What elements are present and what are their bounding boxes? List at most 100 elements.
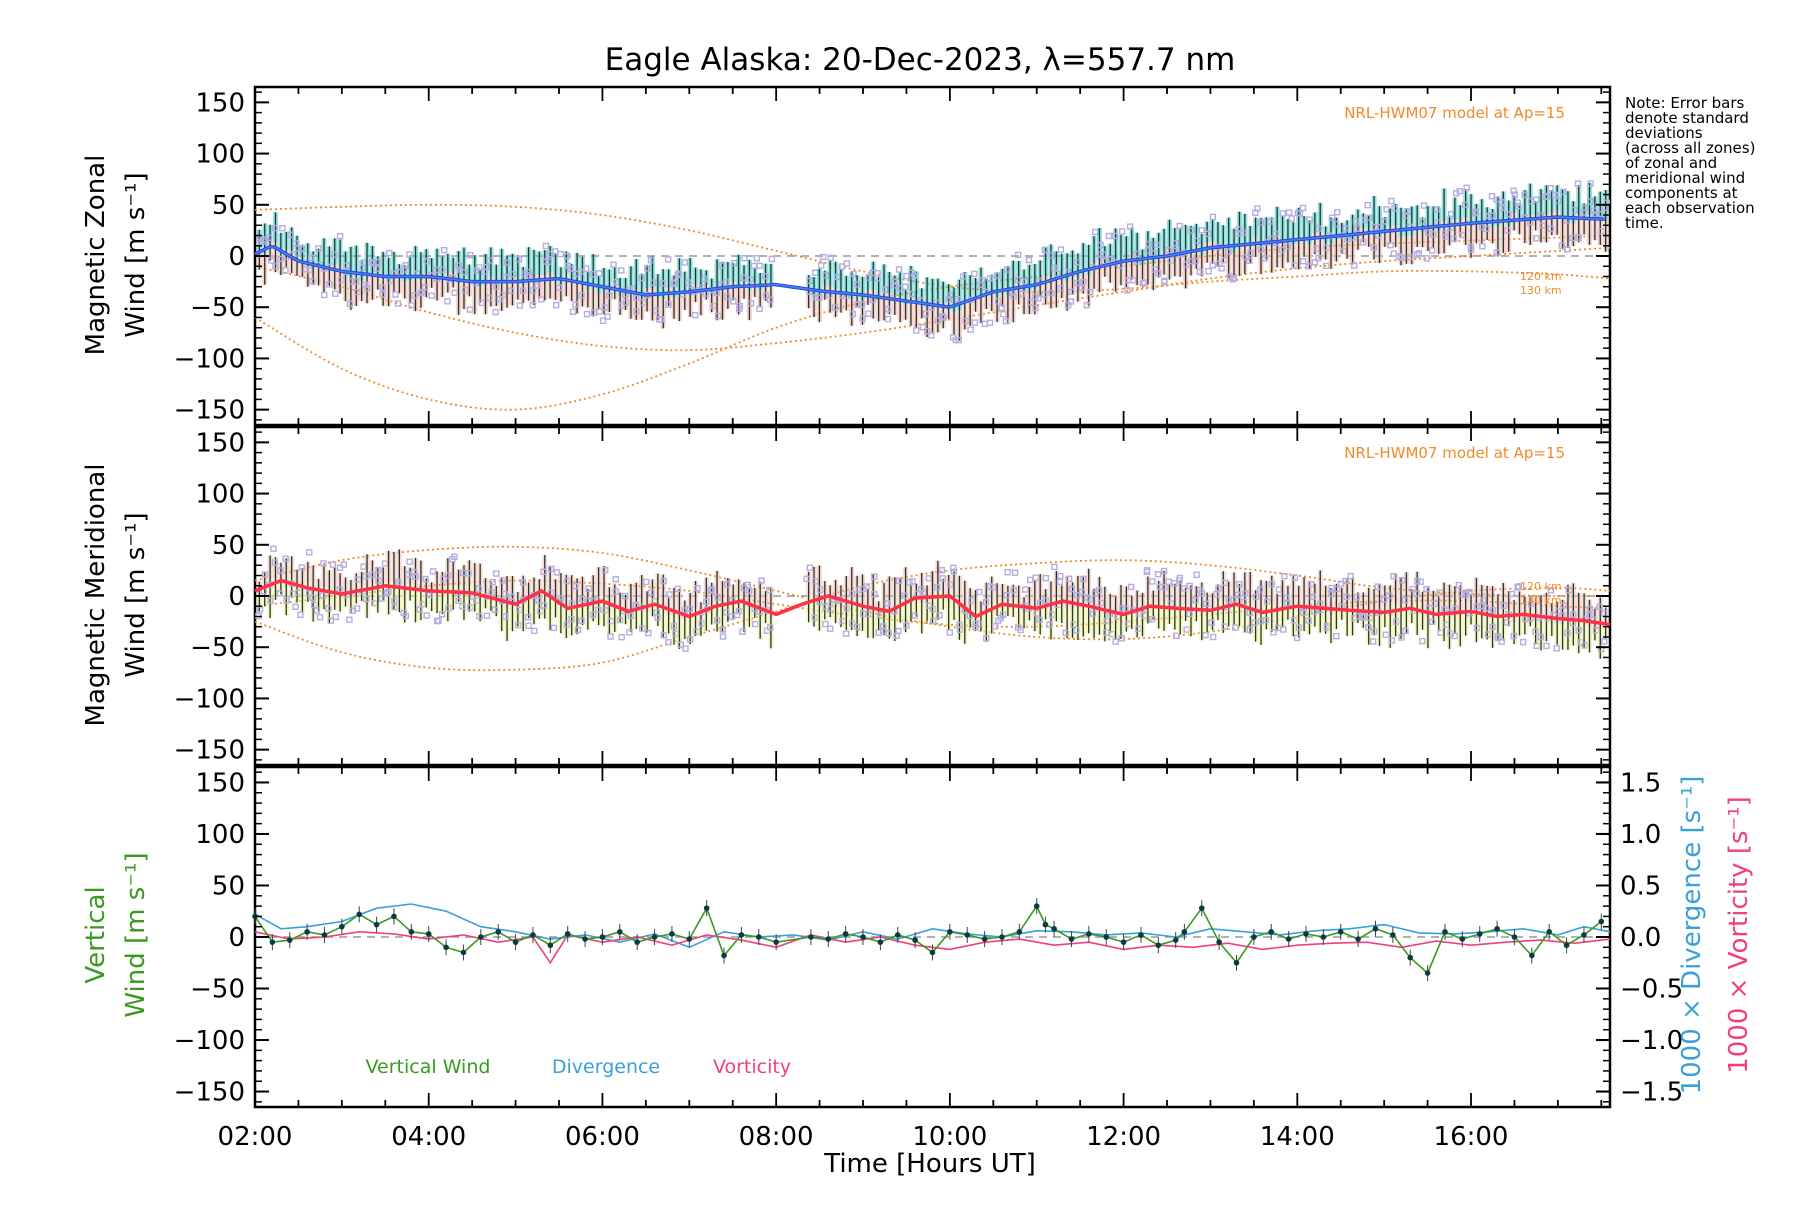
scatter-point <box>604 313 611 320</box>
vertical-wind-point <box>947 929 953 935</box>
scatter-point <box>1112 638 1119 645</box>
scatter-point <box>476 264 483 271</box>
scatter-point <box>1015 251 1022 259</box>
scatter-point <box>1306 216 1313 223</box>
scatter-point <box>292 603 299 610</box>
scatter-point <box>298 245 305 252</box>
scatter-point <box>1051 264 1058 272</box>
vertical-wind-point <box>564 931 571 937</box>
scatter-point <box>550 624 558 632</box>
scatter-point <box>822 620 829 628</box>
vertical-wind-point <box>530 932 536 938</box>
scatter-point <box>1062 629 1069 637</box>
scatter-point <box>975 620 983 627</box>
scatter-point <box>459 602 466 610</box>
scatter-point <box>1040 291 1048 298</box>
scatter-point <box>1239 229 1247 236</box>
scatter-point <box>519 287 527 294</box>
scatter-point <box>1086 288 1094 296</box>
scatter-point <box>954 295 961 303</box>
scatter-point <box>1230 596 1237 603</box>
y-tick-label: 50 <box>212 531 245 561</box>
scatter-point <box>516 302 524 309</box>
scatter-point <box>1596 603 1603 610</box>
scatter-point <box>411 292 418 299</box>
scatter-point <box>1402 627 1409 635</box>
scatter-point <box>1153 241 1161 249</box>
scatter-point <box>1186 610 1193 618</box>
vertical-wind-point <box>1172 937 1179 943</box>
legend-vertical-wind: Vertical Wind <box>366 1056 491 1078</box>
scatter-point <box>752 620 759 628</box>
legend-vorticity: Vorticity <box>713 1056 791 1078</box>
scatter-point <box>1587 180 1594 187</box>
scatter-point <box>1229 276 1236 283</box>
scatter-point <box>416 606 423 613</box>
scatter-point <box>378 595 385 602</box>
scatter-point <box>1511 191 1519 198</box>
scatter-point <box>982 598 990 606</box>
vertical-wind-point <box>860 934 866 940</box>
scatter-point <box>945 296 953 303</box>
scatter-point <box>1291 574 1299 581</box>
scatter-point <box>703 598 710 605</box>
x-tick-label: 06:00 <box>565 1122 640 1152</box>
scatter-point <box>1161 278 1168 286</box>
scatter-point <box>1236 581 1243 588</box>
vertical-wind-point <box>703 905 710 911</box>
vertical-wind-point <box>755 934 762 940</box>
scatter-point <box>1417 578 1424 585</box>
scatter-point <box>1257 246 1265 253</box>
scatter-point <box>843 260 851 267</box>
scatter-point <box>1073 258 1081 266</box>
scatter-point <box>379 284 386 291</box>
scatter-point <box>647 256 655 264</box>
scatter-point <box>265 234 273 241</box>
scatter-point <box>858 301 866 308</box>
y-tick-label: 100 <box>195 480 245 510</box>
scatter-point <box>902 283 909 290</box>
x-axis-title: Time [Hours UT] <box>823 1149 1036 1179</box>
scatter-point <box>928 332 935 339</box>
scatter-point <box>972 620 979 628</box>
scatter-point <box>1032 574 1039 581</box>
scatter-point <box>1196 587 1204 594</box>
scatter-point <box>633 294 640 302</box>
vertical-wind-point <box>1033 903 1040 909</box>
scatter-point <box>714 617 721 624</box>
model-curve-model_a <box>254 246 1611 352</box>
scatter-point <box>885 630 892 637</box>
scatter-point <box>723 293 731 300</box>
y-tick-label: −150 <box>174 1078 245 1108</box>
scatter-point <box>1380 218 1388 225</box>
scatter-point <box>489 578 496 586</box>
vertical-wind-point <box>1016 929 1023 935</box>
scatter-point <box>302 266 310 273</box>
scatter-point <box>677 641 685 648</box>
scatter-point <box>515 256 523 263</box>
scatter-point <box>1519 638 1527 646</box>
scatter-point <box>616 616 624 624</box>
meridional-model-label: NRL-HWM07 model at Ap=15 <box>1344 444 1565 462</box>
note-line: deviations <box>1625 124 1703 142</box>
scatter-point <box>939 313 946 320</box>
scatter-point <box>1423 585 1430 593</box>
scatter-point <box>1456 188 1463 195</box>
scatter-point <box>1078 588 1086 596</box>
scatter-point <box>465 570 472 577</box>
scatter-point <box>747 300 755 307</box>
scatter-point <box>1245 257 1253 264</box>
scatter-point <box>762 273 769 280</box>
scatter-point <box>1083 302 1091 309</box>
scatter-point <box>574 626 582 634</box>
scatter-point <box>1461 201 1469 208</box>
note-line: each observation <box>1625 199 1755 217</box>
scatter-point <box>525 268 532 276</box>
vertical-wind-point <box>582 936 588 942</box>
scatter-point <box>373 265 380 272</box>
scatter-point <box>572 301 579 308</box>
note-line: time. <box>1625 214 1664 232</box>
scatter-point <box>1401 597 1409 604</box>
scatter-point <box>766 296 774 304</box>
vertical-wind-point <box>443 944 449 951</box>
